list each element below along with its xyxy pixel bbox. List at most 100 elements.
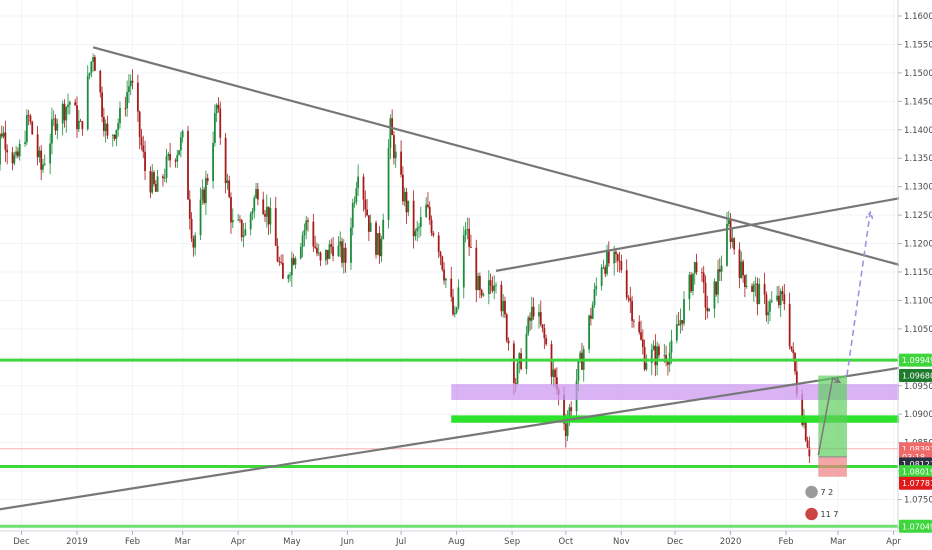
candle-body <box>92 57 95 62</box>
candle-body <box>419 217 422 227</box>
candle-body <box>375 222 377 255</box>
candle-body <box>529 317 531 321</box>
candle-body <box>427 204 429 207</box>
candle-body <box>776 295 779 301</box>
y-tick-label: 1.07500 <box>904 496 932 506</box>
candle-body <box>616 254 619 261</box>
candle-body <box>602 267 605 269</box>
candle-body <box>111 135 114 136</box>
candle-body <box>568 407 571 421</box>
projection-arrowhead <box>833 376 842 384</box>
candle-body <box>154 184 157 192</box>
candle-body <box>43 163 46 165</box>
candle-body <box>324 249 327 261</box>
candle-body <box>720 265 723 272</box>
candle-body <box>369 222 372 232</box>
candle-body <box>401 174 404 202</box>
candle-body <box>726 224 728 266</box>
candle-body <box>450 278 453 297</box>
trend-line[interactable] <box>0 349 932 511</box>
candle-body <box>289 275 291 277</box>
event-marker-icon[interactable] <box>803 506 820 522</box>
candle-body <box>480 289 483 296</box>
trend-line[interactable] <box>495 176 932 272</box>
candle-body <box>613 251 616 264</box>
x-tick-label: 2020 <box>720 537 742 547</box>
y-tick-label: 1.11000 <box>904 296 932 306</box>
candle-body <box>670 340 673 353</box>
candle-body <box>52 118 55 120</box>
candle-body <box>545 338 548 345</box>
candle-body <box>36 134 39 158</box>
candle-body <box>428 206 431 220</box>
candle-body <box>806 440 809 448</box>
candle-body <box>393 135 395 159</box>
x-tick-label: Mar <box>175 537 192 547</box>
candle-body <box>156 176 159 192</box>
x-tick-label: Feb <box>779 537 794 547</box>
y-tick-label: 1.14500 <box>904 97 932 107</box>
candle-body <box>432 233 435 236</box>
candle-body <box>566 420 569 436</box>
candle-body <box>543 328 546 339</box>
candle-body <box>353 201 356 204</box>
support-zone <box>451 415 932 423</box>
position-profit-area[interactable] <box>818 375 847 457</box>
candle-body <box>455 307 458 313</box>
candle-body <box>677 324 680 326</box>
candle-body <box>149 171 152 193</box>
candle-body <box>625 270 628 298</box>
candle-body <box>539 312 542 325</box>
candle-body <box>729 220 732 243</box>
y-tick-label: 1.11500 <box>904 268 932 278</box>
candle-body <box>803 420 805 425</box>
candle-body <box>206 178 209 182</box>
candle-body <box>29 115 32 122</box>
candle-body <box>783 294 786 304</box>
candle-body <box>274 208 277 246</box>
candle-body <box>267 206 270 225</box>
candle-body <box>128 86 130 92</box>
candle-body <box>412 200 415 237</box>
candle-body <box>407 200 410 213</box>
event-marker-icon[interactable] <box>803 484 820 500</box>
long-position-tool[interactable] <box>818 375 847 477</box>
candle-body <box>743 275 746 287</box>
candle-body <box>79 120 82 122</box>
candle-body <box>437 235 440 253</box>
candle-body <box>666 362 669 365</box>
candle-body <box>104 123 107 131</box>
candle-body <box>658 346 660 356</box>
candle-body <box>418 226 420 228</box>
x-tick-label: Apr <box>231 537 246 547</box>
event-marker-text: 11 7 <box>821 510 839 519</box>
candle-body <box>213 113 216 144</box>
candle-body <box>269 208 272 225</box>
candle-body <box>42 164 44 170</box>
candle-body <box>276 245 279 262</box>
trend-line[interactable] <box>92 46 932 297</box>
candle-body <box>142 145 145 152</box>
candle-body <box>344 247 347 263</box>
candle-body <box>244 229 247 236</box>
candle-body <box>457 287 460 308</box>
resistance-zone <box>451 384 932 400</box>
candle-body <box>740 261 743 279</box>
candle-body <box>618 260 621 262</box>
candle-body <box>493 285 496 291</box>
candle-body <box>4 132 7 150</box>
candle-body <box>249 213 252 230</box>
x-tick-label: Sep <box>504 537 520 547</box>
candle-body <box>101 92 103 118</box>
candle-body <box>627 297 630 299</box>
candle-body <box>389 118 392 149</box>
candle-body <box>280 262 283 263</box>
x-tick-label: Dec <box>13 537 30 547</box>
candle-body <box>317 252 320 254</box>
candle-body <box>532 306 535 317</box>
candle-body <box>178 150 180 155</box>
position-loss-area[interactable] <box>818 456 847 477</box>
candle-body <box>18 143 21 157</box>
candle-body <box>745 285 748 287</box>
